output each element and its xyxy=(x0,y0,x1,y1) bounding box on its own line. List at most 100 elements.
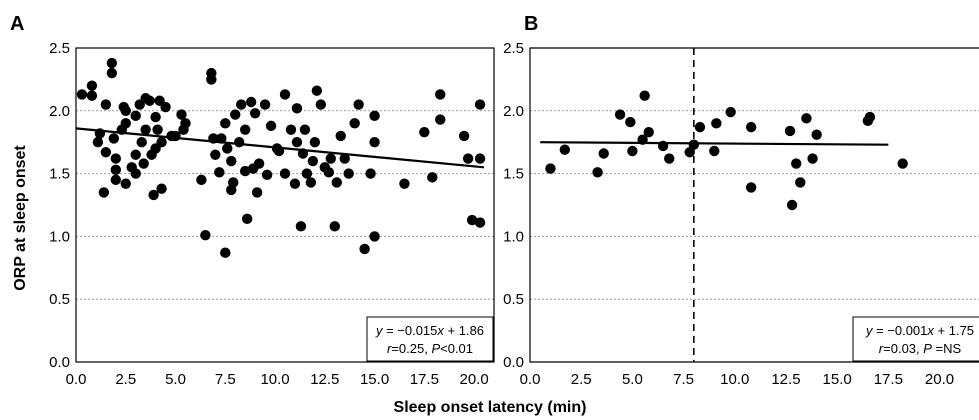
panel-b-y-tick-label: 1.0 xyxy=(503,228,524,245)
panel-b-data-point xyxy=(592,167,603,178)
panel-a-data-point xyxy=(148,189,159,201)
panel-a-data-point xyxy=(259,99,271,110)
panel-a-data-point xyxy=(108,133,120,144)
panel-a-data-point xyxy=(160,101,171,113)
panel-b-stats: r=0.03, P =NS xyxy=(879,341,962,356)
panel-b-x-tick-label: 15.0 xyxy=(823,371,852,388)
panel-a-data-point xyxy=(110,164,122,176)
panel-a-data-point xyxy=(144,95,155,106)
panel-a-data-point xyxy=(98,187,110,198)
panel-a-x-tick-label: 7.5 xyxy=(215,371,236,388)
panel-a-data-point xyxy=(299,124,311,135)
panel-a-data-point xyxy=(92,137,104,148)
panel-b-x-tick-label: 20.0 xyxy=(925,371,954,388)
panel-b-plot: 0.0 0.5 1.0 1.5 2.0 2.5 0.0 2.5 5.0 7.5 10.0 12.5 15… xyxy=(503,40,979,388)
panel-a-x-tick-label: 15.0 xyxy=(360,371,389,388)
panel-a-data-point xyxy=(239,165,251,177)
panel-a-data-point xyxy=(120,118,131,129)
panel-a-data-point xyxy=(458,130,470,142)
panel-a-data-point xyxy=(136,137,147,148)
panel-a-y-tick-label: 2.0 xyxy=(49,103,70,120)
panel-a-data-point xyxy=(106,67,118,79)
panel-a-data-point xyxy=(100,147,112,158)
panel-b-data-point xyxy=(694,121,706,133)
panel-b-y-tick-label: 0.5 xyxy=(503,291,524,308)
panel-b-y-tick-label: 0.0 xyxy=(503,354,524,371)
panel-b-data-point xyxy=(745,182,757,193)
panel-a-data-point xyxy=(220,118,231,129)
panel-b-x-tick-label: 17.5 xyxy=(874,371,903,388)
panel-b-data-point xyxy=(643,126,654,138)
panel-a-data-point xyxy=(365,168,376,179)
panel-a-data-point xyxy=(245,96,257,108)
panel-a-data-point xyxy=(369,231,380,242)
panel-a-data-point xyxy=(76,89,88,100)
panel-a-data-point xyxy=(305,177,317,188)
panel-b-data-point xyxy=(811,129,822,140)
panel-a-data-point xyxy=(196,174,207,186)
panel-a-data-point xyxy=(180,118,191,129)
panel-a-y-tick-label: 0.0 xyxy=(49,354,70,371)
panel-a-data-point xyxy=(369,137,380,148)
panel-a-data-point xyxy=(279,89,291,100)
panel-a-data-point xyxy=(291,137,303,148)
panel-a-equation: y = −0.015x + 1.86 xyxy=(375,323,484,338)
panel-b-data-point xyxy=(864,111,876,123)
panel-a-data-point xyxy=(150,111,161,123)
panel-b-plot-frame xyxy=(529,47,979,363)
panel-b-y-tick-label: 2.5 xyxy=(503,40,524,57)
panel-a-y-tick-label: 0.5 xyxy=(49,291,70,308)
panel-a-data-point xyxy=(241,213,253,225)
panel-a-y-tick-label: 1.5 xyxy=(49,166,70,183)
panel-b-data-point xyxy=(801,113,812,124)
panel-a-data-point xyxy=(323,167,334,178)
panel-b-data-point xyxy=(614,109,626,120)
panel-a-data-point xyxy=(220,247,231,258)
panel-a-data-point xyxy=(234,137,245,148)
panel-a-data-point xyxy=(265,120,277,132)
panel-a-data-point xyxy=(110,153,122,164)
panel-b-data-point xyxy=(745,121,757,133)
panel-a-data-point xyxy=(230,109,241,120)
panel-a-data-point xyxy=(474,153,486,164)
panel-a-data-point xyxy=(120,178,131,189)
panel-a-data-point xyxy=(285,124,297,135)
panel-a-data-point xyxy=(200,229,211,241)
panel-a-data-point xyxy=(359,243,370,255)
panel-a-data-point xyxy=(466,214,478,226)
panel-a-data-point xyxy=(335,130,346,142)
panel-a-data-point xyxy=(176,109,187,120)
panel-a-data-point xyxy=(349,118,360,129)
panel-a-data-point xyxy=(307,155,319,167)
panel-a-data-point xyxy=(462,153,474,164)
panel-b-x-tick-label: 5.0 xyxy=(622,371,643,388)
panel-b-data-point xyxy=(725,106,736,118)
panel-a-data-point xyxy=(301,168,313,179)
panel-a-data-point xyxy=(156,183,167,194)
panel-a-data-point xyxy=(251,187,263,198)
panel-a-data-point xyxy=(152,124,163,135)
panel-b-data-point xyxy=(688,139,700,150)
panel-a-data-point xyxy=(130,168,141,179)
panel-b-data-point xyxy=(625,116,636,128)
panel-b-data-point xyxy=(559,144,571,155)
panel-a-data-point xyxy=(206,74,217,85)
panel-b-x-tick-label: 12.5 xyxy=(771,371,800,388)
panel-a-data-point xyxy=(222,143,233,154)
panel-a-x-tick-label: 0.0 xyxy=(66,371,87,388)
panel-a-data-point xyxy=(140,124,151,135)
panel-a-data-point xyxy=(110,174,122,186)
panel-a-data-point xyxy=(214,167,225,178)
panel-b-x-tick-label: 7.5 xyxy=(673,371,694,388)
panel-b-x-tick-label: 0.0 xyxy=(520,371,541,388)
panel-a-stats-box xyxy=(366,316,494,362)
panel-a-data-point xyxy=(329,221,340,232)
panel-b-data-point xyxy=(897,158,908,169)
y-axis-title: ORP at sleep onset xyxy=(12,145,29,291)
panel-b-equation: y = −0.001x + 1.75 xyxy=(865,323,974,338)
panel-a-data-point xyxy=(100,99,112,110)
panel-a-x-tick-label: 20.0 xyxy=(459,371,488,388)
panel-a-data-point xyxy=(353,99,364,110)
panel-a-data-point xyxy=(311,85,323,96)
panel-a-x-tick-label: 12.5 xyxy=(310,371,339,388)
